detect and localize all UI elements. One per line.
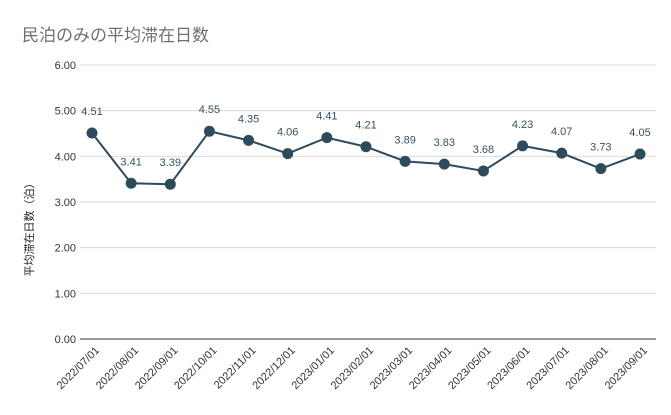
y-tick-label: 1.00 bbox=[55, 288, 76, 300]
data-label: 4.21 bbox=[355, 120, 376, 132]
data-label-layer: 4.51 3.41 3.39 4.55 4.35 4.06 4.41 4.21 3.89 3.83… bbox=[81, 104, 650, 169]
x-axis-ticks: 2022/07/012022/08/012022/09/012022/10/01… bbox=[55, 345, 650, 392]
data-label: 3.39 bbox=[160, 157, 181, 169]
data-point bbox=[634, 148, 646, 160]
y-tick-label: 4.00 bbox=[55, 151, 76, 163]
data-point bbox=[282, 148, 294, 160]
y-tick-label: 3.00 bbox=[55, 197, 76, 209]
data-label: 4.35 bbox=[238, 113, 259, 125]
y-axis-ticks: 0.00 1.00 2.00 3.00 4.00 5.00 6.00 bbox=[55, 60, 76, 346]
data-label: 3.83 bbox=[434, 137, 455, 149]
chart-title: 民泊のみの平均滞在日数 bbox=[22, 26, 209, 46]
y-tick-label: 6.00 bbox=[55, 60, 76, 72]
data-point bbox=[125, 177, 137, 189]
data-point bbox=[556, 147, 568, 159]
data-label: 4.06 bbox=[277, 127, 298, 139]
data-point bbox=[243, 134, 255, 146]
data-point bbox=[595, 163, 607, 175]
x-tick-label: 2023/09/01 bbox=[603, 345, 650, 392]
series-layer bbox=[86, 125, 646, 190]
y-tick-label: 2.00 bbox=[55, 243, 76, 255]
data-label: 3.41 bbox=[120, 156, 141, 168]
data-label: 3.89 bbox=[394, 134, 415, 146]
y-tick-label: 0.00 bbox=[55, 334, 76, 346]
data-label: 4.55 bbox=[199, 104, 220, 116]
data-point bbox=[164, 178, 176, 190]
data-label: 3.68 bbox=[473, 144, 494, 156]
data-point bbox=[360, 141, 372, 153]
data-point bbox=[517, 140, 529, 152]
data-label: 4.07 bbox=[551, 126, 572, 138]
data-point bbox=[203, 125, 215, 137]
data-point bbox=[477, 165, 489, 177]
grid-layer bbox=[80, 64, 656, 340]
data-label: 3.73 bbox=[590, 142, 611, 154]
data-label: 4.51 bbox=[81, 106, 102, 118]
y-axis-label: 平均滞在日数（泊） bbox=[23, 178, 36, 277]
y-tick-label: 5.00 bbox=[55, 106, 76, 118]
data-point bbox=[438, 158, 450, 170]
data-label: 4.41 bbox=[316, 111, 337, 123]
data-label: 4.05 bbox=[629, 127, 650, 139]
data-point bbox=[399, 155, 411, 167]
data-point bbox=[321, 132, 333, 144]
data-point bbox=[86, 127, 98, 139]
data-label: 4.23 bbox=[512, 119, 533, 131]
